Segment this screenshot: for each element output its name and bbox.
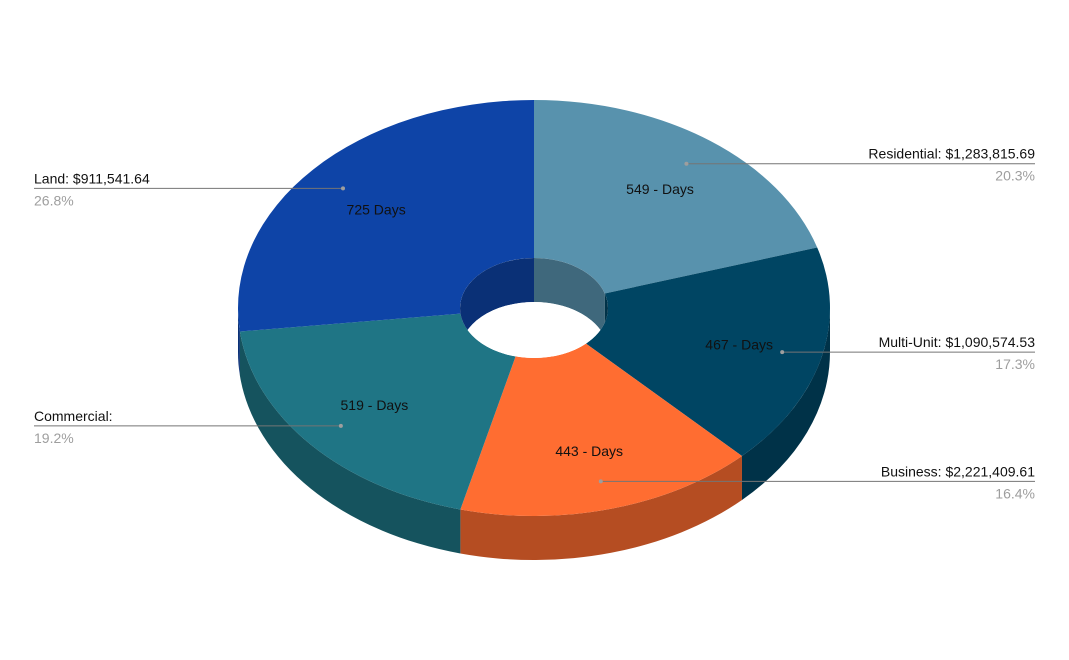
- hole-bottom: [460, 302, 608, 358]
- callout-dot: [780, 350, 785, 355]
- callout-residential: Residential: $1,283,815.69 20.3%: [684, 146, 1035, 184]
- slice-tops: [237, 100, 831, 517]
- callout-percent: 17.3%: [995, 356, 1035, 372]
- callout-dot: [338, 423, 343, 428]
- callout-business: Business: $2,221,409.61 16.4%: [598, 463, 1035, 501]
- slice-commercial[interactable]: [239, 313, 516, 510]
- slice-label-multi-unit: 467 - Days: [705, 336, 773, 352]
- slice-side-business: [460, 456, 742, 561]
- callout-category: Commercial:: [34, 408, 113, 424]
- hole-inner-land: [460, 258, 534, 352]
- slice-side-commercial: [239, 331, 461, 554]
- callout-percent: 26.8%: [34, 192, 74, 208]
- callout-commercial: Commercial: 19.2%: [34, 408, 343, 446]
- slice-label-business: 443 - Days: [555, 443, 623, 459]
- slice-business[interactable]: [460, 343, 742, 517]
- callouts: Residential: $1,283,815.69 20.3% Multi-Uni…: [34, 146, 1035, 501]
- callout-percent: 20.3%: [995, 168, 1035, 184]
- slice-side-land: [238, 308, 240, 376]
- slice-labels: 549 - Days 467 - Days 443 - Days 519 - Days…: [341, 181, 773, 459]
- callout-category: Business: $2,221,409.61: [881, 463, 1035, 479]
- callout-dot: [598, 479, 603, 484]
- callout-dot: [341, 186, 346, 191]
- slice-label-land: 725 Days: [347, 201, 406, 217]
- hole-inner-residential: [534, 258, 605, 338]
- callout-category: Residential: $1,283,815.69: [868, 146, 1035, 162]
- callout-category: Land: $911,541.64: [34, 170, 150, 186]
- slice-multi-unit[interactable]: [586, 247, 831, 456]
- slice-sides: [238, 308, 830, 561]
- slice-side-multi-unit: [741, 308, 830, 500]
- callout-land: Land: $911,541.64 26.8%: [34, 170, 346, 208]
- callout-category: Multi-Unit: $1,090,574.53: [879, 334, 1036, 350]
- donut-hole: [460, 258, 608, 358]
- callout-percent: 16.4%: [995, 485, 1035, 501]
- slice-label-residential: 549 - Days: [626, 181, 694, 197]
- slice-residential[interactable]: [534, 100, 818, 294]
- callout-dot: [684, 161, 689, 166]
- callout-multi-unit: Multi-Unit: $1,090,574.53 17.3%: [780, 334, 1035, 372]
- slice-land[interactable]: [237, 100, 534, 332]
- slice-label-commercial: 519 - Days: [341, 397, 409, 413]
- callout-percent: 19.2%: [34, 430, 74, 446]
